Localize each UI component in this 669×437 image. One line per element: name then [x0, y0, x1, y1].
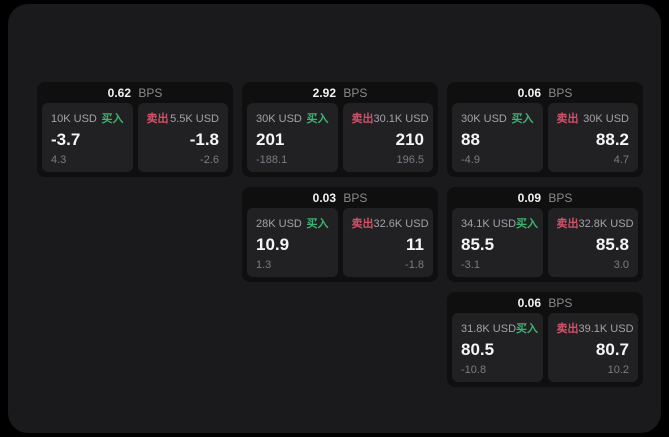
sell-price: -1.8 — [189, 130, 219, 149]
sell-button[interactable]: 卖出 — [556, 113, 579, 125]
quote-card: 2.92 BPS 30K USD 买入 201 -188.1 卖出 — [242, 82, 438, 177]
buy-quote-tile[interactable]: 34.1K USD 买入 85.5 -3.1 — [452, 208, 543, 277]
sell-button[interactable]: 卖出 — [351, 113, 374, 125]
buy-price: 201 — [256, 130, 285, 149]
buy-amount: 30K USD — [461, 113, 507, 125]
buy-button[interactable]: 买入 — [511, 113, 534, 125]
buy-quote-tile[interactable]: 30K USD 买入 88 -4.9 — [452, 103, 543, 172]
sell-amount: 30.1K USD — [373, 113, 429, 125]
bps-value: 0.06 — [517, 296, 541, 310]
buy-delta: -4.9 — [461, 154, 480, 166]
sell-amount: 32.6K USD — [373, 218, 429, 230]
buy-price: 85.5 — [461, 235, 495, 254]
sell-amount: 32.8K USD — [578, 218, 634, 230]
buy-button[interactable]: 买入 — [306, 218, 329, 230]
buy-button[interactable]: 买入 — [516, 323, 539, 335]
buy-quote-tile[interactable]: 31.8K USD 买入 80.5 -10.8 — [452, 313, 543, 382]
buy-button[interactable]: 买入 — [306, 113, 329, 125]
sell-quote-tile[interactable]: 卖出 30.1K USD 210 196.5 — [342, 103, 433, 172]
sell-button[interactable]: 卖出 — [556, 323, 579, 335]
buy-amount: 28K USD — [256, 218, 302, 230]
bps-value: 0.06 — [517, 86, 541, 100]
buy-price: -3.7 — [51, 130, 81, 149]
sell-quote-tile[interactable]: 卖出 30K USD 88.2 4.7 — [547, 103, 638, 172]
buy-price: 80.5 — [461, 340, 495, 359]
buy-delta: -10.8 — [461, 364, 487, 376]
buy-price: 88 — [461, 130, 480, 149]
sell-button[interactable]: 卖出 — [556, 218, 579, 230]
spread-header: 0.03 BPS — [247, 190, 433, 206]
bps-value: 0.62 — [107, 86, 131, 100]
sell-quote-tile[interactable]: 卖出 32.6K USD 11 -1.8 — [342, 208, 433, 277]
buy-delta: -188.1 — [256, 154, 288, 166]
bps-unit-label: BPS — [138, 86, 163, 100]
quotes-panel: 0.62 BPS 10K USD 买入 -3.7 4.3 卖出 — [8, 4, 661, 433]
sell-button[interactable]: 卖出 — [146, 113, 169, 125]
bps-unit-label: BPS — [548, 86, 573, 100]
sell-price: 85.8 — [595, 235, 629, 254]
sell-amount: 5.5K USD — [170, 113, 219, 125]
bps-value: 2.92 — [312, 86, 336, 100]
sell-delta: 4.7 — [613, 154, 629, 166]
bps-value: 0.03 — [312, 191, 336, 205]
quote-card: 0.06 BPS 31.8K USD 买入 80.5 -10.8 卖 — [447, 292, 643, 387]
sell-price: 88.2 — [595, 130, 629, 149]
spread-header: 0.06 BPS — [452, 85, 638, 101]
buy-button[interactable]: 买入 — [516, 218, 539, 230]
sell-price: 80.7 — [595, 340, 629, 359]
buy-delta: -3.1 — [461, 259, 480, 271]
sell-delta: 10.2 — [607, 364, 629, 376]
quote-card-grid: 0.62 BPS 10K USD 买入 -3.7 4.3 卖出 — [37, 82, 643, 387]
sell-delta: 3.0 — [613, 259, 629, 271]
buy-price: 10.9 — [256, 235, 290, 254]
bps-unit-label: BPS — [343, 191, 368, 205]
sell-amount: 39.1K USD — [578, 323, 634, 335]
sell-price: 11 — [406, 235, 424, 254]
buy-delta: 1.3 — [256, 259, 272, 271]
buy-quote-tile[interactable]: 30K USD 买入 201 -188.1 — [247, 103, 338, 172]
bps-unit-label: BPS — [548, 191, 573, 205]
sell-price: 210 — [395, 130, 424, 149]
sell-quote-tile[interactable]: 卖出 5.5K USD -1.8 -2.6 — [137, 103, 228, 172]
buy-button[interactable]: 买入 — [101, 113, 124, 125]
buy-quote-tile[interactable]: 10K USD 买入 -3.7 4.3 — [42, 103, 133, 172]
spread-header: 0.09 BPS — [452, 190, 638, 206]
quote-card: 0.06 BPS 30K USD 买入 88 -4.9 卖出 — [447, 82, 643, 177]
bps-unit-label: BPS — [548, 296, 573, 310]
spread-header: 2.92 BPS — [247, 85, 433, 101]
buy-delta: 4.3 — [51, 154, 67, 166]
sell-quote-tile[interactable]: 卖出 39.1K USD 80.7 10.2 — [547, 313, 638, 382]
sell-delta: -2.6 — [200, 154, 219, 166]
buy-amount: 10K USD — [51, 113, 97, 125]
sell-amount: 30K USD — [583, 113, 629, 125]
quote-card: 0.09 BPS 34.1K USD 买入 85.5 -3.1 卖出 — [447, 187, 643, 282]
bps-unit-label: BPS — [343, 86, 368, 100]
spread-header: 0.06 BPS — [452, 295, 638, 311]
buy-amount: 34.1K USD — [461, 218, 517, 230]
buy-amount: 31.8K USD — [461, 323, 517, 335]
quote-card: 0.62 BPS 10K USD 买入 -3.7 4.3 卖出 — [37, 82, 233, 177]
bps-value: 0.09 — [517, 191, 541, 205]
sell-quote-tile[interactable]: 卖出 32.8K USD 85.8 3.0 — [547, 208, 638, 277]
sell-button[interactable]: 卖出 — [351, 218, 374, 230]
quote-card: 0.03 BPS 28K USD 买入 10.9 1.3 卖出 — [242, 187, 438, 282]
spread-header: 0.62 BPS — [42, 85, 228, 101]
sell-delta: -1.8 — [405, 259, 424, 271]
buy-quote-tile[interactable]: 28K USD 买入 10.9 1.3 — [247, 208, 338, 277]
sell-delta: 196.5 — [396, 154, 424, 166]
buy-amount: 30K USD — [256, 113, 302, 125]
